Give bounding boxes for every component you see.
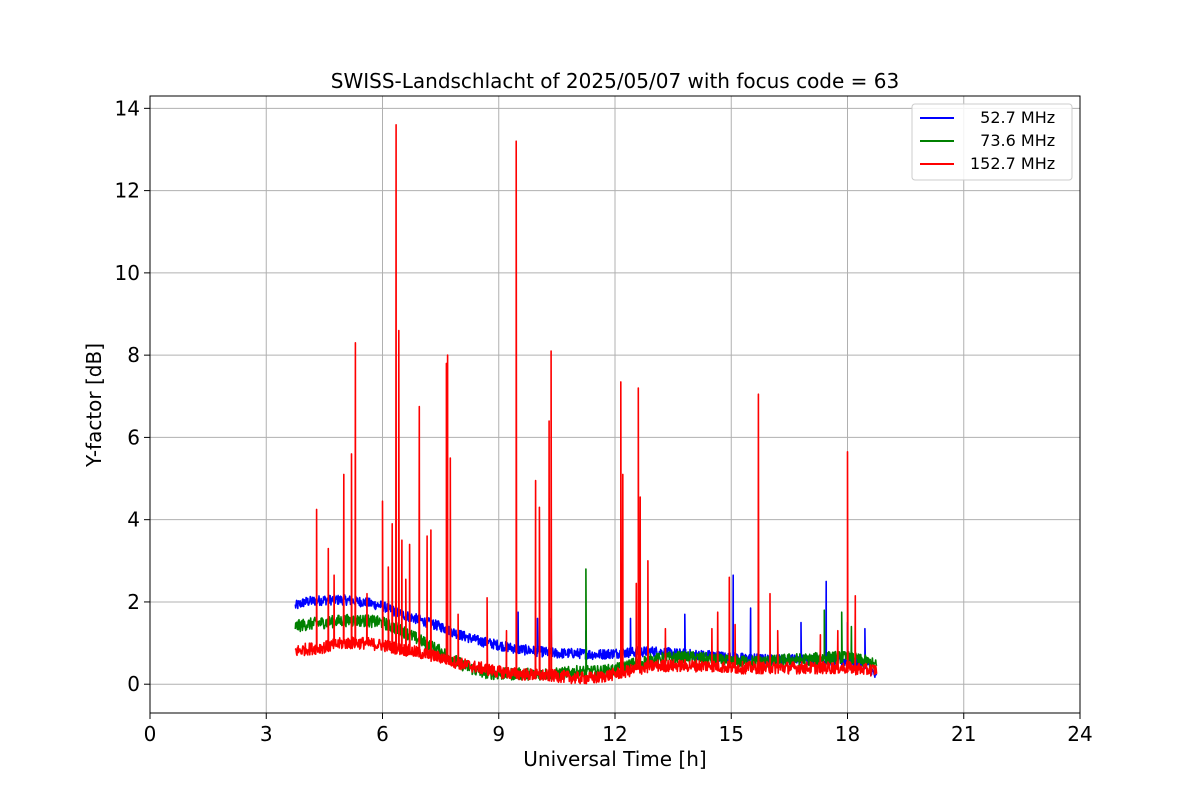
x-tick-label: 3 — [260, 722, 273, 746]
x-tick-label: 21 — [951, 722, 976, 746]
x-tick-label: 12 — [602, 722, 627, 746]
x-tick-label: 24 — [1067, 722, 1092, 746]
legend-label: 73.6 MHz — [970, 131, 1055, 150]
chart-title: SWISS-Landschlacht of 2025/05/07 with fo… — [331, 69, 899, 93]
legend-label: 52.7 MHz — [970, 108, 1055, 127]
series-line-2 — [294, 124, 878, 685]
x-tick-label: 6 — [376, 722, 389, 746]
y-tick-label: 12 — [115, 179, 140, 203]
x-tick-label: 9 — [492, 722, 505, 746]
y-tick-label: 14 — [115, 96, 140, 120]
x-axis-label: Universal Time [h] — [523, 747, 706, 771]
y-tick-label: 6 — [127, 425, 140, 449]
legend: 52.7 MHz 73.6 MHz 152.7 MHz — [911, 103, 1073, 181]
series-group — [294, 124, 878, 685]
y-tick-label: 0 — [127, 672, 140, 696]
legend-box — [911, 103, 1073, 181]
x-tick-label: 15 — [719, 722, 744, 746]
y-tick-label: 8 — [127, 343, 140, 367]
y-tick-label: 4 — [127, 508, 140, 532]
y-tick-label: 2 — [127, 590, 140, 614]
x-tick-label: 0 — [144, 722, 157, 746]
y-tick-label: 10 — [115, 261, 140, 285]
y-axis-label: Y-factor [dB] — [82, 343, 106, 468]
legend-label: 152.7 MHz — [970, 154, 1055, 173]
x-tick-label: 18 — [835, 722, 860, 746]
